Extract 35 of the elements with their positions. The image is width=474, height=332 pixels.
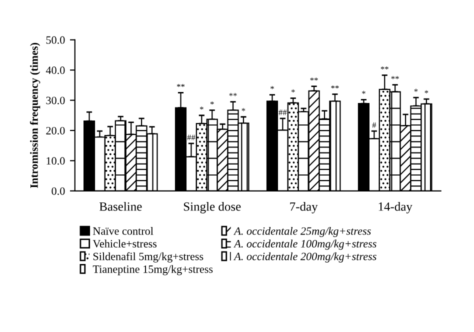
- y-tick-label: 40.0: [46, 66, 65, 74]
- legend-label: A. occidentale 100mg/kg+stress: [234, 240, 376, 250]
- legend-label: Tianeptine 15mg/kg+stress: [92, 265, 213, 276]
- y-tick-label: 0.0: [52, 187, 65, 195]
- data-label: *: [291, 89, 295, 92]
- data-label: *: [200, 106, 204, 110]
- legend-label: Sildenafil 5mg/kg+stress: [93, 252, 204, 262]
- data-label: **: [331, 85, 339, 89]
- data-label: *: [414, 88, 418, 92]
- x-tick-label: Single dose: [184, 202, 241, 214]
- y-tick-label: 50.0: [46, 36, 65, 44]
- x-tick-label: Baseline: [99, 202, 142, 211]
- legend-label: Vehicle+stress: [92, 240, 157, 248]
- y-tick-label: 10.0: [46, 157, 65, 165]
- y-tick-label: 30.0: [46, 96, 65, 104]
- data-label: *: [424, 90, 428, 94]
- data-label: *: [270, 86, 274, 90]
- data-label: **: [176, 84, 185, 88]
- data-label: *: [362, 90, 366, 94]
- data-label: *: [210, 101, 214, 105]
- data-label: **: [310, 78, 318, 81]
- data-label: **: [380, 66, 388, 70]
- data-label: **: [229, 93, 237, 96]
- data-label: **: [391, 76, 399, 80]
- data-label: *: [242, 108, 246, 112]
- legend-label: A. occidentale 200mg/kg+stress: [234, 252, 376, 262]
- legend-label: A. occidentale 25mg/kg+stress: [234, 226, 371, 238]
- y-tick-label: 20.0: [46, 126, 65, 134]
- x-tick-label: 7-day: [290, 202, 318, 214]
- data-label: ##: [187, 134, 196, 140]
- y-axis-title: Intromission frequency (times): [30, 42, 40, 188]
- legend-label: Naïve control: [93, 226, 154, 235]
- data-label: ##: [278, 110, 287, 116]
- data-label: #: [372, 122, 376, 128]
- x-tick-label: 14-day: [378, 202, 412, 214]
